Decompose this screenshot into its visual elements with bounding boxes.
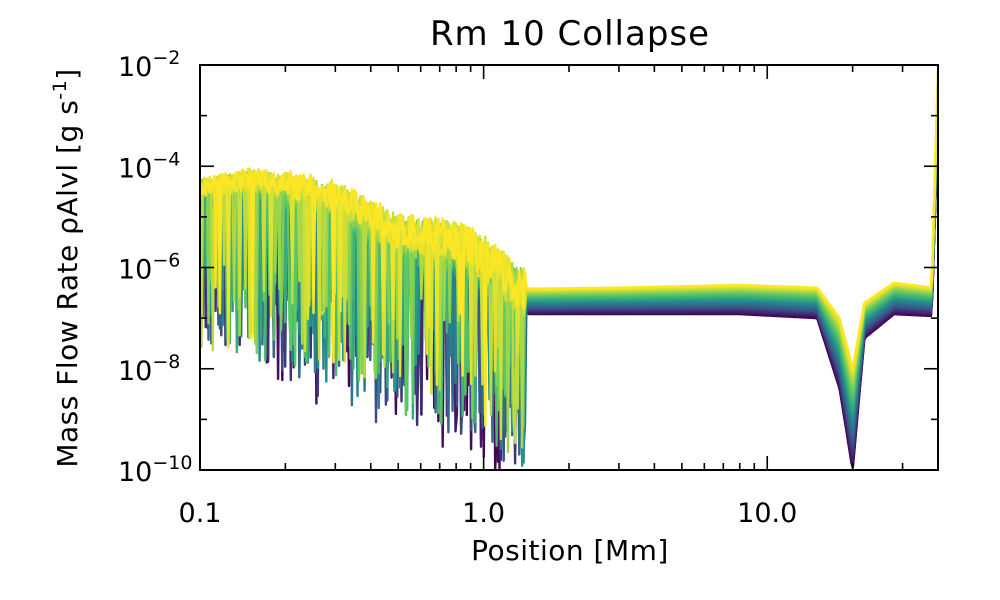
- x-tick-label: 10.0: [737, 498, 797, 529]
- series-group: [200, 69, 938, 470]
- y-axis-label: Mass Flow Rate ρAlvl [g s-1]: [49, 68, 84, 467]
- series-line-40: [200, 69, 938, 428]
- x-tick-label: 0.1: [179, 498, 222, 529]
- y-tick-label: 10−8: [118, 351, 180, 387]
- x-axis-label: Position [Mm]: [471, 534, 669, 567]
- tick-marks: [199, 64, 939, 471]
- x-tick-label: 1.0: [462, 498, 505, 529]
- y-tick-label: 10−4: [118, 148, 180, 184]
- y-axis-label-sup: -1: [49, 80, 71, 100]
- y-axis-label-main: Mass Flow Rate ρAlvl [g s: [51, 100, 84, 468]
- y-axis-label-end: ]: [51, 68, 84, 79]
- y-tick-label: 10−10: [118, 452, 192, 488]
- y-tick-label: 10−6: [118, 250, 180, 286]
- x-tick-labels: 0.1 1.0 10.0: [179, 498, 798, 529]
- y-tick-label: 10−2: [118, 47, 180, 83]
- y-tick-labels: 10−10 10−8 10−6 10−4 10−2: [118, 47, 192, 488]
- series-line-36: [200, 74, 938, 445]
- chart-title: Rm 10 Collapse: [430, 14, 710, 54]
